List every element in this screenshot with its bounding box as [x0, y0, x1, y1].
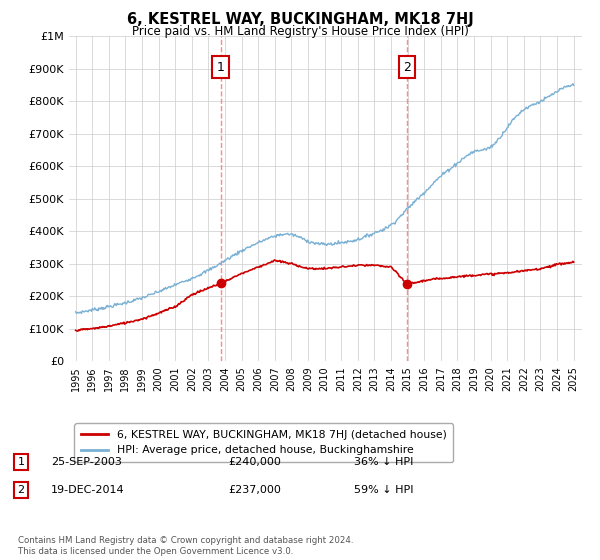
Text: 36% ↓ HPI: 36% ↓ HPI: [354, 457, 413, 467]
Text: £240,000: £240,000: [228, 457, 281, 467]
Text: Price paid vs. HM Land Registry's House Price Index (HPI): Price paid vs. HM Land Registry's House …: [131, 25, 469, 38]
Text: 6, KESTREL WAY, BUCKINGHAM, MK18 7HJ: 6, KESTREL WAY, BUCKINGHAM, MK18 7HJ: [127, 12, 473, 27]
Text: £237,000: £237,000: [228, 485, 281, 495]
Text: 59% ↓ HPI: 59% ↓ HPI: [354, 485, 413, 495]
Legend: 6, KESTREL WAY, BUCKINGHAM, MK18 7HJ (detached house), HPI: Average price, detac: 6, KESTREL WAY, BUCKINGHAM, MK18 7HJ (de…: [74, 423, 453, 462]
Text: Contains HM Land Registry data © Crown copyright and database right 2024.
This d: Contains HM Land Registry data © Crown c…: [18, 536, 353, 556]
Text: 2: 2: [17, 485, 25, 495]
Text: 1: 1: [17, 457, 25, 467]
Text: 2: 2: [403, 60, 411, 74]
Text: 19-DEC-2014: 19-DEC-2014: [51, 485, 125, 495]
Text: 25-SEP-2003: 25-SEP-2003: [51, 457, 122, 467]
Text: 1: 1: [217, 60, 224, 74]
